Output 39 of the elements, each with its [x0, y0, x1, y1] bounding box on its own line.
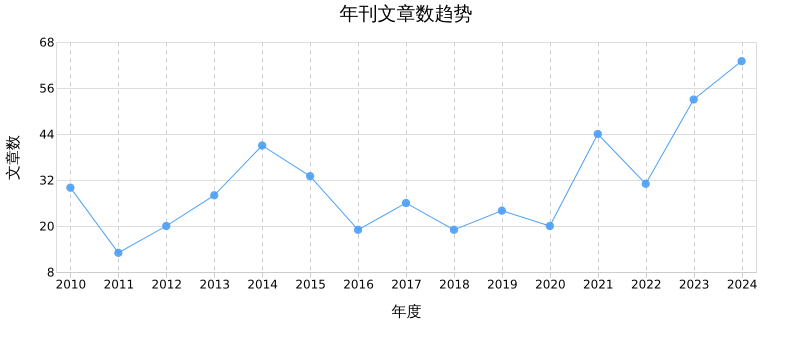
- x-tick-label: 2013: [199, 278, 230, 292]
- x-tick-label: 2023: [678, 278, 710, 292]
- x-tick-label: 2016: [343, 278, 374, 292]
- y-tick-label: 32: [39, 174, 54, 188]
- point: [498, 206, 506, 215]
- x-tick-label: 2017: [391, 278, 422, 292]
- y-tick-label: 68: [39, 36, 54, 50]
- x-tick-label: 2024: [726, 278, 758, 292]
- x-tick-label: 2019: [487, 278, 518, 292]
- point: [689, 95, 698, 104]
- point: [210, 191, 218, 200]
- point: [66, 183, 75, 192]
- point: [594, 130, 602, 138]
- x-tick-label: 2015: [295, 278, 326, 292]
- point: [306, 172, 314, 180]
- x-tick-label: 2018: [439, 278, 470, 292]
- y-tick-label: 20: [39, 220, 54, 234]
- x-tick-label: 2022: [630, 278, 662, 292]
- point: [114, 248, 123, 258]
- chart-title: 年刊文章数趋势: [340, 3, 472, 25]
- point: [258, 141, 266, 150]
- y-tick-label: 44: [39, 128, 54, 142]
- x-tick-label: 2020: [535, 278, 566, 292]
- y-tick-label: 56: [39, 82, 54, 96]
- point: [642, 180, 650, 188]
- x-tick-label: 2011: [104, 278, 134, 292]
- x-tick-label: 2014: [247, 278, 278, 292]
- point: [354, 226, 362, 234]
- point: [450, 226, 458, 234]
- point: [162, 222, 170, 230]
- point: [402, 198, 410, 208]
- point: [546, 222, 554, 230]
- x-tick-label: 2021: [583, 278, 614, 292]
- y-tick-label: 8: [46, 266, 54, 280]
- x-tick-label: 2010: [56, 278, 86, 292]
- y-axis-title: 文章数: [4, 135, 22, 180]
- x-tick-label: 2012: [152, 278, 182, 292]
- x-axis-title: 年度: [392, 302, 422, 320]
- point: [737, 56, 746, 66]
